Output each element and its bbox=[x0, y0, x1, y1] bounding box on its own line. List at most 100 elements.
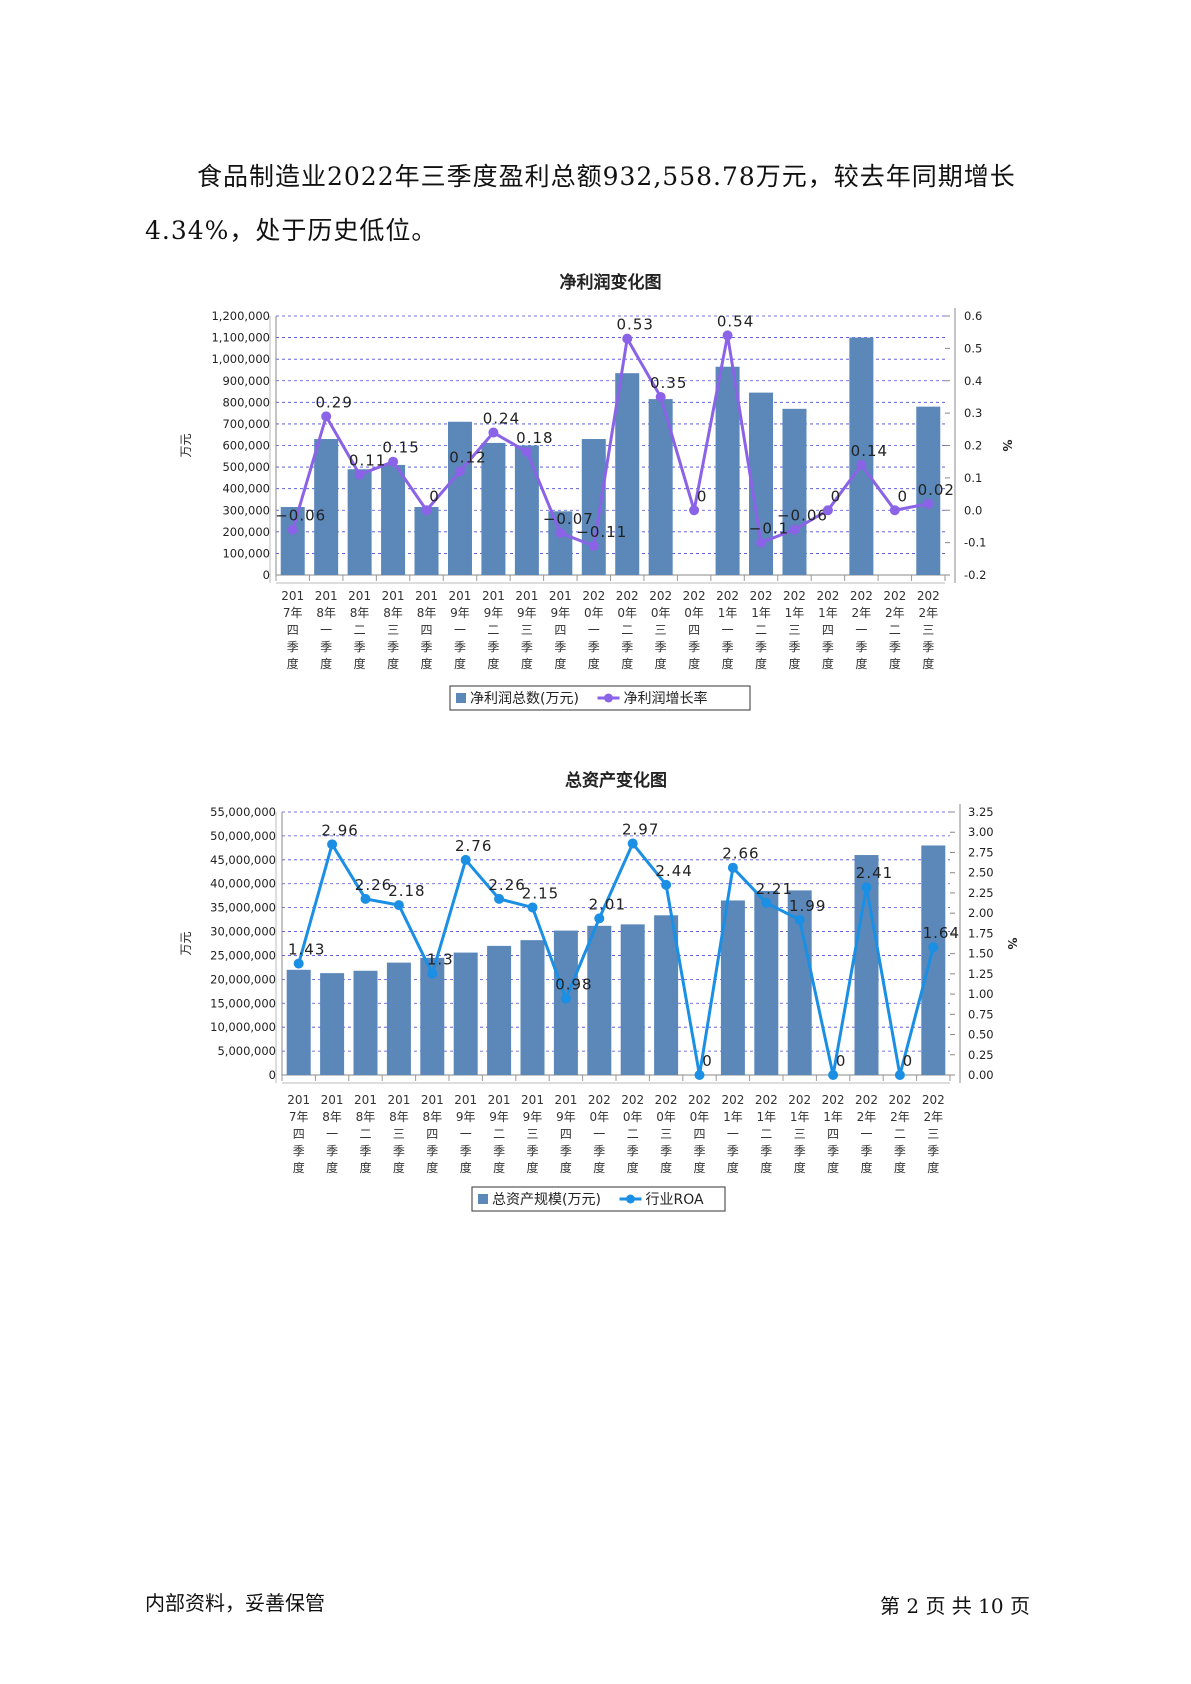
data-label: −0.11 bbox=[576, 523, 627, 541]
line-point bbox=[494, 893, 505, 904]
x-tick-label: 度 bbox=[655, 656, 667, 671]
y-tick-label: 15,000,000 bbox=[210, 996, 276, 1010]
x-tick-label: 202 bbox=[721, 1093, 744, 1107]
x-tick-label: 一 bbox=[460, 1127, 472, 1141]
x-tick-label: 一 bbox=[855, 623, 867, 637]
x-tick-label: 201 bbox=[554, 1093, 577, 1107]
y-tick-label: 700,000 bbox=[222, 417, 270, 431]
x-tick-label: 201 bbox=[515, 589, 538, 603]
data-label: 0.02 bbox=[918, 481, 955, 499]
x-tick-label: 8年 bbox=[417, 606, 437, 620]
chart-title: 净利润变化图 bbox=[560, 272, 662, 293]
x-tick-label: 202 bbox=[683, 589, 706, 603]
chart-title: 总资产变化图 bbox=[565, 770, 667, 791]
data-label: 1.99 bbox=[789, 897, 826, 915]
x-tick-label: 度 bbox=[627, 1160, 639, 1175]
x-tick-label: 度 bbox=[320, 656, 332, 671]
x-tick-label: 季 bbox=[421, 640, 433, 654]
data-label: 0 bbox=[903, 1052, 914, 1070]
x-tick-label: 0年 bbox=[690, 1110, 710, 1124]
x-tick-label: 季 bbox=[760, 1144, 772, 1158]
x-tick-label: 度 bbox=[822, 656, 834, 671]
x-tick-label: 度 bbox=[421, 656, 433, 671]
y-tick-label: 0 bbox=[263, 568, 270, 582]
x-tick-label: 9年 bbox=[523, 1110, 543, 1124]
line-point bbox=[694, 1070, 705, 1080]
x-tick-label: 季 bbox=[889, 640, 901, 654]
bar bbox=[286, 969, 311, 1075]
x-tick-label: 度 bbox=[922, 656, 934, 671]
y2-tick-label: 1.50 bbox=[968, 947, 994, 961]
x-tick-label: 度 bbox=[460, 1160, 472, 1175]
x-tick-label: 202 bbox=[621, 1093, 644, 1107]
x-tick-label: 201 bbox=[549, 589, 572, 603]
x-tick-label: 季 bbox=[788, 640, 800, 654]
x-tick-label: 9年 bbox=[456, 1110, 476, 1124]
x-tick-label: 201 bbox=[287, 1093, 310, 1107]
x-tick-label: 7年 bbox=[283, 606, 303, 620]
data-label: 2.97 bbox=[622, 821, 659, 839]
x-tick-label: 季 bbox=[493, 1144, 505, 1158]
x-tick-label: 四 bbox=[426, 1127, 438, 1141]
x-tick-label: 201 bbox=[315, 589, 338, 603]
line-point bbox=[789, 524, 800, 535]
data-label: 2.66 bbox=[722, 845, 759, 863]
data-label: −0.1 bbox=[749, 520, 789, 538]
x-tick-label: 202 bbox=[816, 589, 839, 603]
bar bbox=[514, 445, 539, 575]
legend-bar-label: 净利润总数(万元) bbox=[470, 691, 579, 707]
x-tick-label: 201 bbox=[281, 589, 304, 603]
data-label: 0 bbox=[697, 487, 708, 505]
x-tick-label: 四 bbox=[287, 623, 299, 637]
y-tick-label: 35,000,000 bbox=[210, 901, 276, 915]
x-tick-label: 度 bbox=[722, 656, 734, 671]
y-tick-label: 900,000 bbox=[222, 374, 270, 388]
x-tick-label: 季 bbox=[922, 640, 934, 654]
x-tick-label: 一 bbox=[320, 623, 332, 637]
data-label: 2.26 bbox=[355, 876, 392, 894]
line-point bbox=[822, 505, 833, 516]
y2-tick-label: 1.75 bbox=[968, 926, 994, 940]
data-label: 2.76 bbox=[455, 837, 492, 855]
y2-tick-label: 3.00 bbox=[968, 825, 994, 839]
x-tick-label: 三 bbox=[794, 1127, 806, 1141]
y-axis-title: 万元 bbox=[179, 931, 193, 955]
data-label: 0.98 bbox=[555, 976, 592, 994]
y-tick-label: 100,000 bbox=[222, 546, 270, 560]
x-tick-label: 0年 bbox=[584, 606, 604, 620]
data-label: 2.26 bbox=[488, 876, 525, 894]
x-tick-label: 季 bbox=[560, 1144, 572, 1158]
data-label: 2.44 bbox=[655, 862, 692, 880]
y-tick-label: 30,000,000 bbox=[210, 925, 276, 939]
x-tick-label: 季 bbox=[320, 640, 332, 654]
x-tick-label: 201 bbox=[482, 589, 505, 603]
legend-line-label: 行业ROA bbox=[646, 1192, 705, 1208]
x-tick-label: 二 bbox=[627, 1127, 639, 1141]
x-tick-label: 二 bbox=[359, 1127, 371, 1141]
x-tick-label: 季 bbox=[688, 640, 700, 654]
x-tick-label: 季 bbox=[860, 1144, 872, 1158]
x-tick-label: 度 bbox=[794, 1160, 806, 1175]
x-tick-label: 三 bbox=[521, 623, 533, 637]
x-tick-label: 季 bbox=[627, 1144, 639, 1158]
x-tick-label: 四 bbox=[822, 623, 834, 637]
x-tick-label: 度 bbox=[688, 656, 700, 671]
bar bbox=[654, 915, 679, 1075]
data-label: 1.64 bbox=[923, 924, 960, 942]
data-label: 1.3 bbox=[427, 951, 454, 969]
y2-tick-label: 0.2 bbox=[964, 439, 982, 453]
line-point bbox=[321, 411, 332, 422]
x-tick-label: 202 bbox=[755, 1093, 778, 1107]
x-tick-label: 二 bbox=[354, 623, 366, 637]
y2-tick-label: 2.00 bbox=[968, 906, 994, 920]
x-tick-label: 8年 bbox=[356, 1110, 376, 1124]
bar bbox=[615, 373, 640, 575]
x-tick-label: 季 bbox=[755, 640, 767, 654]
x-tick-label: 度 bbox=[521, 656, 533, 671]
footer-page-number: 第 2 页 共 10 页 bbox=[880, 1594, 1030, 1618]
line-point bbox=[756, 537, 767, 548]
line-point bbox=[388, 456, 399, 467]
x-tick-label: 季 bbox=[660, 1144, 672, 1158]
x-tick-label: 8年 bbox=[422, 1110, 442, 1124]
x-tick-label: 一 bbox=[860, 1127, 872, 1141]
